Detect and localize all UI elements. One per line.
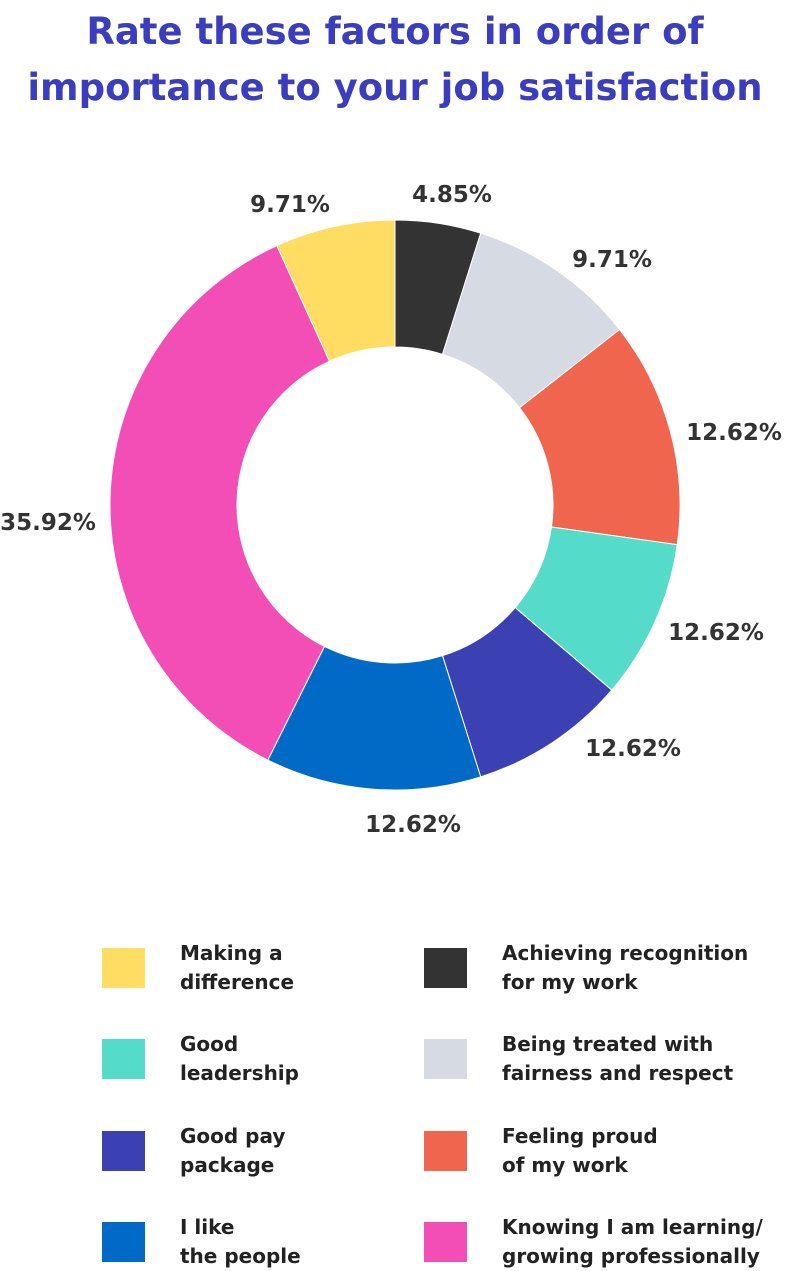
legend-item: Making a difference [102, 939, 450, 997]
legend-swatch [424, 1131, 467, 1171]
slice-value-label: 12.62% [365, 812, 461, 838]
legend-item: I like the people [102, 1213, 450, 1271]
slice-value-label: 4.85% [412, 182, 492, 208]
slice-value-label: 9.71% [250, 192, 330, 218]
legend-item: Feeling proud of my work [424, 1122, 772, 1180]
chart-title-line-2: importance to your job satisfaction [27, 66, 763, 109]
legend-label: Knowing I am learning/ growing professio… [502, 1215, 763, 1268]
chart-title-line-1: Rate these factors in order of [86, 10, 704, 53]
legend-swatch [424, 1222, 467, 1262]
slice-value-label: 12.62% [686, 420, 782, 446]
slice-value-label: 12.62% [585, 736, 681, 762]
legend-item: Knowing I am learning/ growing professio… [424, 1213, 772, 1271]
legend-swatch [102, 1222, 145, 1262]
legend-label: Feeling proud of my work [502, 1124, 658, 1177]
slice-value-label: 9.71% [572, 247, 652, 273]
donut-slice [276, 219, 396, 362]
donut-slice [109, 244, 331, 761]
legend-swatch [102, 948, 145, 988]
legend-swatch [102, 1039, 145, 1079]
legend-swatch [424, 948, 467, 988]
legend-item: Being treated with fairness and respect [424, 1030, 772, 1088]
slice-value-label: 35.92% [0, 510, 96, 536]
chart-title: Rate these factors in order of importanc… [0, 4, 790, 116]
legend-label: Being treated with fairness and respect [502, 1032, 734, 1085]
legend-label: Good pay package [180, 1124, 286, 1177]
legend-label: I like the people [180, 1215, 301, 1268]
legend-label: Achieving recognition for my work [502, 941, 749, 994]
legend-swatch [102, 1131, 145, 1171]
legend-label: Good leadership [180, 1032, 299, 1085]
legend-item: Good leadership [102, 1030, 450, 1088]
legend-label: Making a difference [180, 941, 295, 994]
slice-value-label: 12.62% [668, 620, 764, 646]
legend-item: Good pay package [102, 1122, 450, 1180]
legend-item: Achieving recognition for my work [424, 939, 772, 997]
legend-swatch [424, 1039, 467, 1079]
legend: Making a difference Achieving recognition… [0, 925, 790, 1268]
donut-chart: 4.85% 9.71% 12.62% 12.62% 12.62% 12.62% 35.92%… [0, 182, 782, 838]
